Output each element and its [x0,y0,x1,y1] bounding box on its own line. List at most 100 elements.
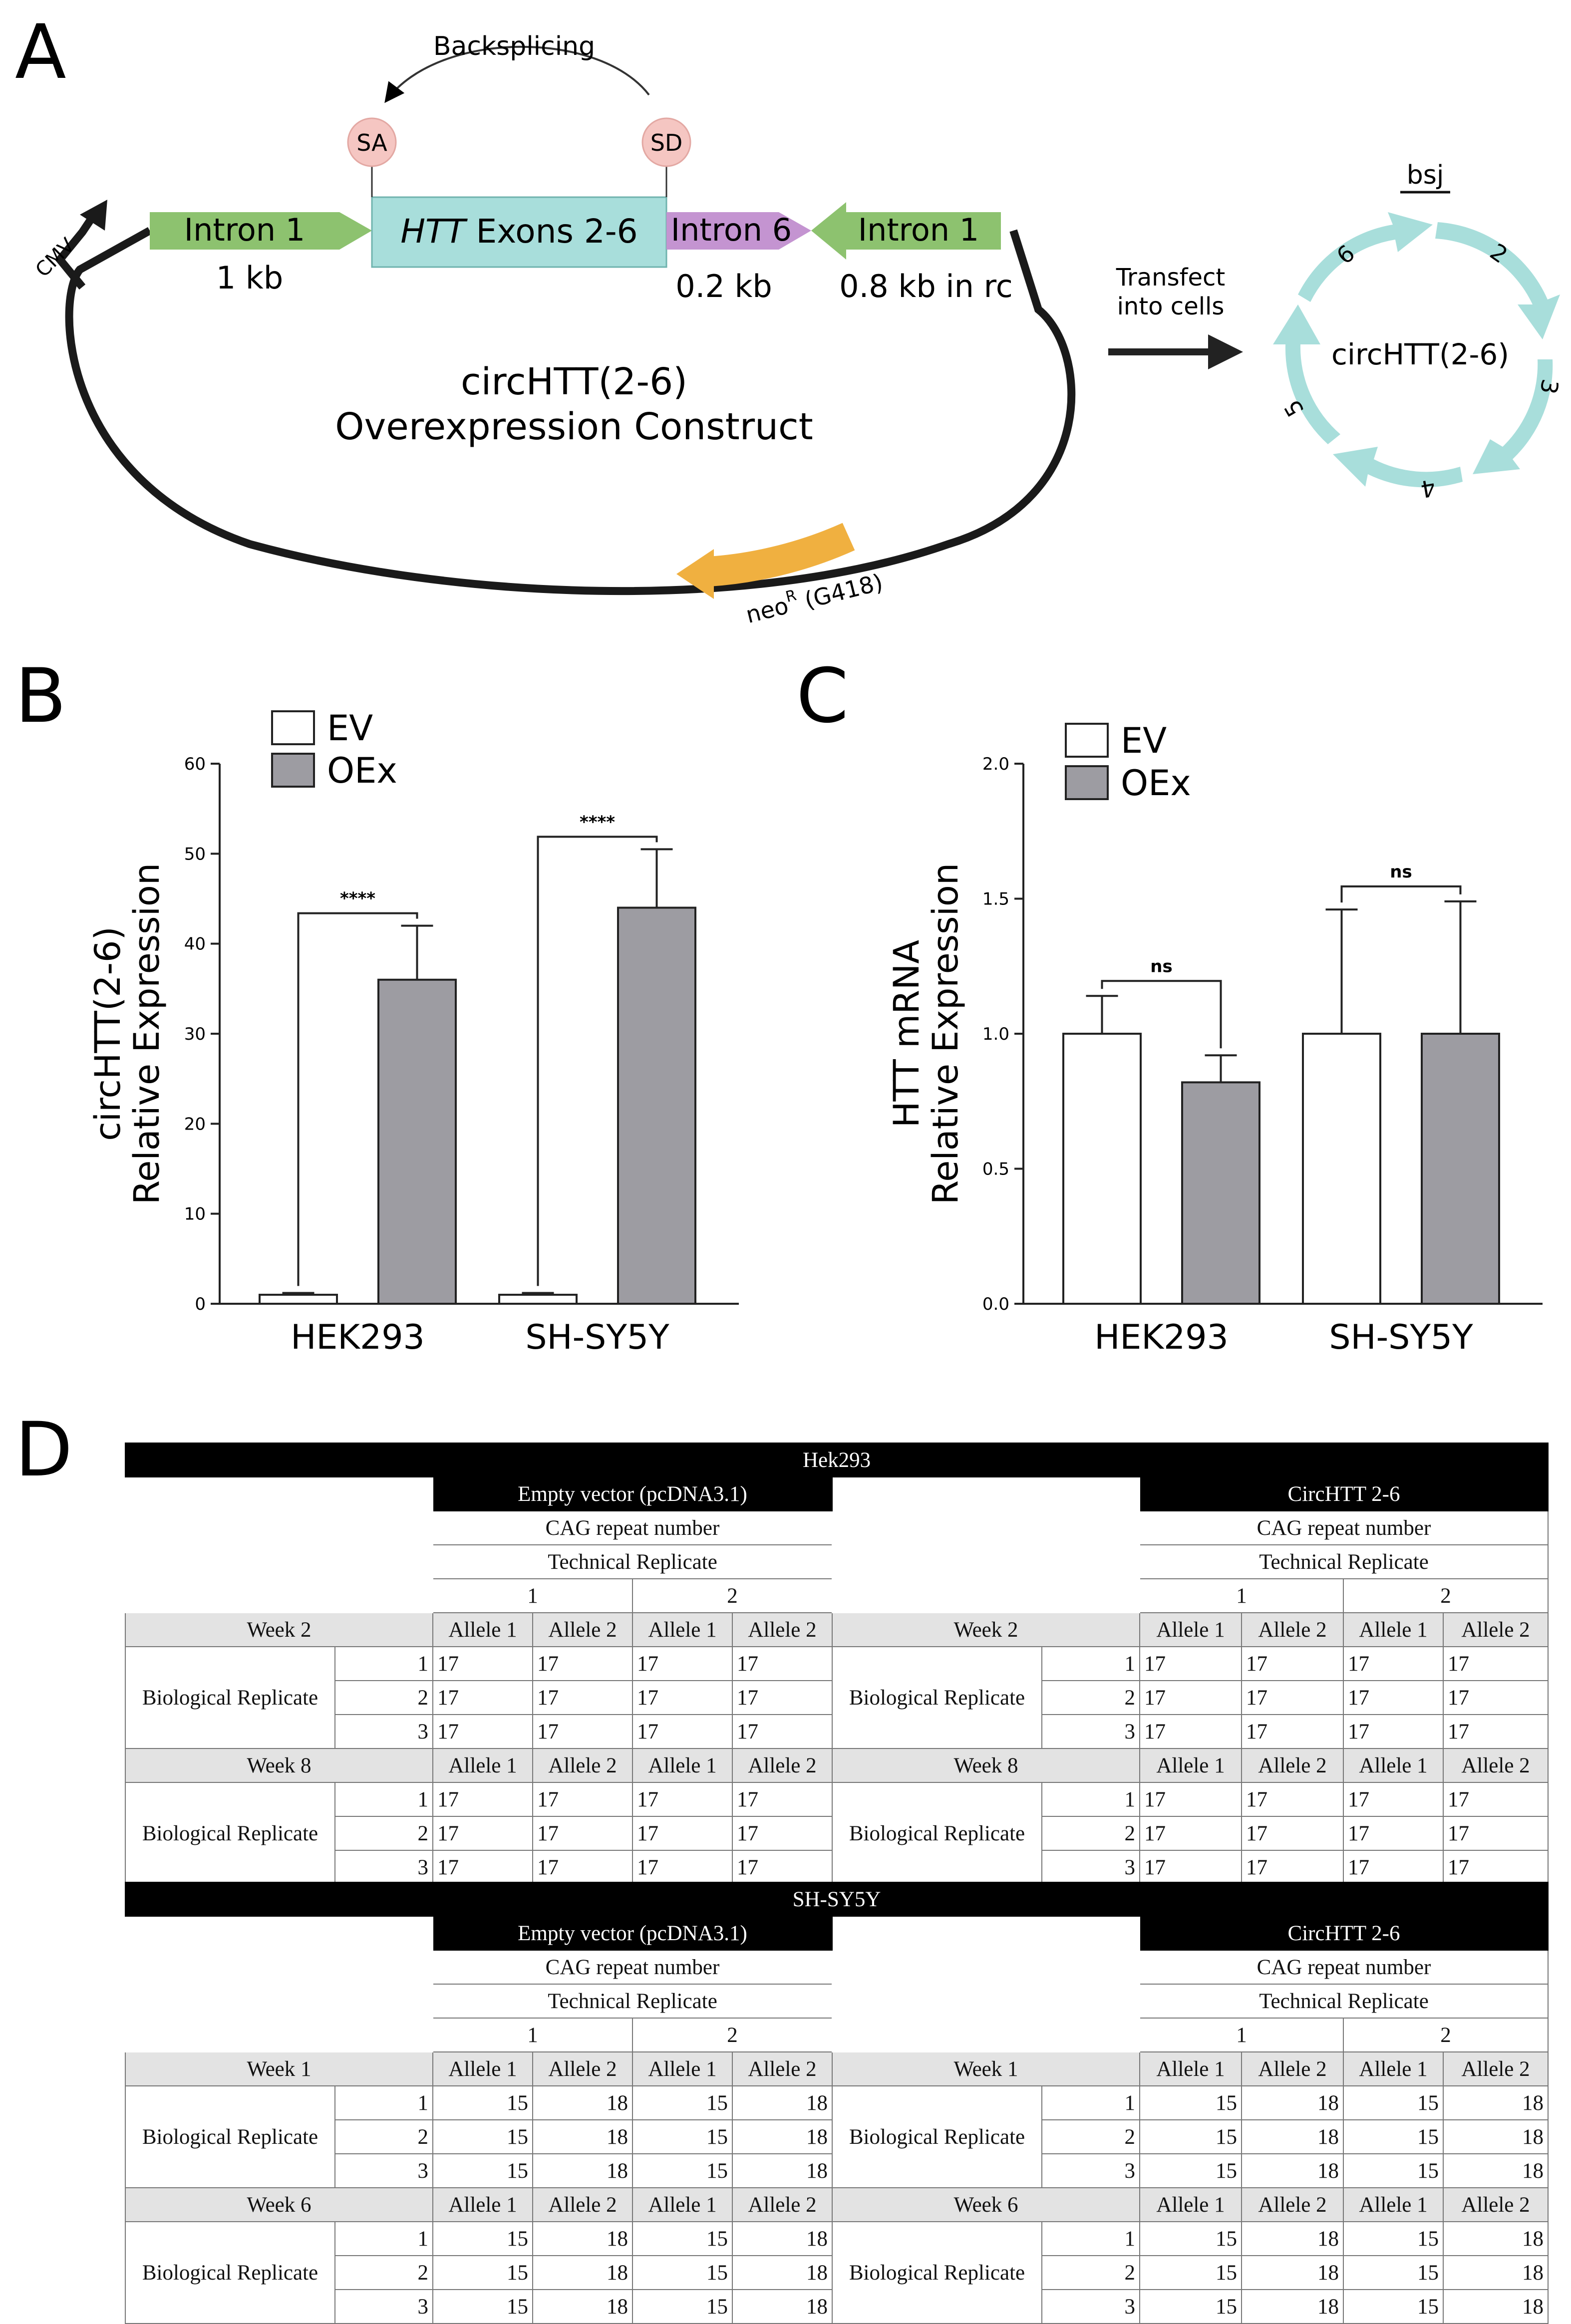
transfect-line2: into cells [1117,292,1225,320]
significance-bracket [537,836,658,1286]
legend-swatch-ev [271,710,315,745]
intron1-left-arrow [150,212,372,250]
significance-label: ns [1390,862,1412,882]
htt-exons-label: HTT Exons 2-6 [400,212,637,251]
panel-letter-b: B [15,653,66,740]
table-row: Biological Replicate 1 17 17 17 17 Biologica… [125,1782,1549,1885]
shsy5y-cag-table: SH-SY5Y Empty vector (pcDNA3.1) CircHTT … [125,1882,1549,2324]
hek-ev-header: Empty vector (pcDNA3.1) [432,1476,833,1511]
bar-oex [617,906,696,1305]
x-tick-label: HEK293 [1094,1318,1228,1357]
hek-table-title: Hek293 [124,1443,1549,1477]
sh-week-a-circ: Week 1 [832,2051,1140,2086]
sh-ev-header: Empty vector (pcDNA3.1) [432,1916,833,1951]
hek-week-b-circ: Week 8 [832,1748,1140,1783]
sh-ev-cag: CAG repeat number [432,1950,833,1985]
construct-subtitle: Overexpression Construct [335,405,813,448]
table-row: Week 2 Allele 1 Allele 2 Allele 1 Allele 2 … [125,1612,1549,1647]
y-tick-label: 10 [184,1204,206,1224]
y-axis-title-line2: Relative Expression [126,863,167,1205]
y-tick-label: 30 [184,1024,206,1044]
bar-oex [1421,1033,1500,1305]
y-axis-title: circHTT(2-6)Relative Expression [87,863,167,1205]
bar-ev [1062,1033,1142,1305]
sh-week-b-circ: Week 6 [832,2187,1140,2222]
circ-rna-label: circHTT(2-6) [1331,337,1509,371]
hek-ev-cag: CAG repeat number [432,1510,833,1545]
y-tick-label: 0.0 [982,1294,1009,1314]
hek-ev-tech1: 1 [432,1578,633,1613]
intron6-size: 0.2 kb [675,268,772,304]
y-tick-label: 40 [184,934,206,954]
intron1-right-label: Intron 1 [858,212,979,248]
panel-letter-c: C [796,653,849,740]
y-axis-title-line1: circHTT(2-6) [87,926,128,1141]
panel-letter-d: D [15,1407,73,1493]
bar-ev [498,1293,578,1305]
sh-circ-tech: Technical Replicate [1139,1984,1549,2019]
panel-a-diagram: CMV Intron 1 1 kb HTT Exons 2-6 Intron 6… [31,31,1564,628]
circ-rna-ring [1273,212,1560,488]
y-tick-label: 20 [184,1114,206,1134]
legend-label-oex: OEx [1121,763,1191,804]
backsplicing-arc [384,45,650,103]
x-tick-label: SH-SY5Y [1329,1318,1473,1357]
sh-circ-cag: CAG repeat number [1139,1950,1549,1985]
table-row: Biological Replicate 1 15 18 15 18 Biologica… [125,2085,1549,2188]
table-row: Biological Replicate 1 15 18 15 18 Biologica… [125,2221,1549,2324]
x-tick-label: SH-SY5Y [525,1318,669,1357]
bar-ev [1302,1033,1381,1305]
y-tick-label: 2.0 [982,754,1009,774]
significance-label: ns [1150,956,1172,976]
significance-label: **** [580,812,615,832]
table-row: 2 15 18 15 18 2 15 18 15 18 [125,2255,1549,2290]
transfect-line1: Transfect [1116,264,1225,291]
cmv-promoter-arrow [54,215,96,290]
hek-ev-tech: Technical Replicate [432,1544,833,1579]
legend-label-ev: EV [327,708,373,749]
construct-title: circHTT(2-6) [461,360,687,403]
sd-marker [641,117,691,167]
sh-circ-header: CircHTT 2-6 [1139,1916,1549,1951]
sh-week-a-ev: Week 1 [125,2051,433,2086]
y-tick-label: 1.5 [982,889,1009,909]
table-row: Week 1 Allele 1 Allele 2 Allele 1 Allele 2 … [125,2051,1549,2086]
table-row: 3 15 18 15 18 3 15 18 15 18 [125,2153,1549,2188]
sh-week-b-ev: Week 6 [125,2187,433,2222]
legend-swatch-oex [1065,765,1109,800]
table-row: 2 15 18 15 18 2 15 18 15 18 [125,2119,1549,2154]
y-tick-label: 50 [184,844,206,864]
hek-week-a-circ: Week 2 [832,1612,1140,1647]
hek-week-a-ev: Week 2 [125,1612,433,1647]
x-tick-label: HEK293 [291,1318,424,1357]
bar-oex [1181,1081,1260,1305]
sa-label: SA [356,129,387,156]
hek293-cag-table: Hek293 Empty vector (pcDNA3.1) CircHTT 2… [124,1443,1549,1885]
intron1-left-label: Intron 1 [184,212,305,248]
table-row: Week 8 Allele 1 Allele 2 Allele 1 Allele 2 … [125,1748,1549,1783]
intron1-left-size: 1 kb [216,260,283,296]
htt-exons-box [371,196,667,268]
table-row: 3 17 17 17 17 3 17 17 17 17 [125,1714,1549,1749]
y-tick-label: 0 [195,1294,206,1314]
sd-label: SD [650,129,683,156]
table-row: 2 17 17 17 17 2 17 17 17 17 [125,1816,1549,1851]
intron6-arrow [666,212,811,250]
legend-swatch-ev [1065,723,1109,758]
panel-c-chart: 0.0 0.5 1.0 1.5 2.0 HTT mRNARelative Expressi… [886,720,1543,1357]
intron1-right-arrow [811,202,1001,260]
hek-circ-tech2: 2 [1342,1578,1549,1613]
legend-swatch-oex [271,753,315,788]
y-tick-label: 60 [184,754,206,774]
backsplicing-label: Backsplicing [433,31,595,61]
significance-label: **** [340,889,375,909]
intron6-label: Intron 6 [671,212,792,248]
sh-table-title: SH-SY5Y [125,1882,1549,1917]
sh-ev-tech: Technical Replicate [432,1984,833,2019]
plasmid-backbone [65,227,1076,595]
y-tick-label: 1.0 [982,1024,1009,1044]
bar-oex [377,978,457,1305]
intron1-right-size: 0.8 kb in rc [839,268,1013,304]
legend-label-oex: OEx [327,750,397,791]
y-axis-title-line2: Relative Expression [925,863,966,1205]
